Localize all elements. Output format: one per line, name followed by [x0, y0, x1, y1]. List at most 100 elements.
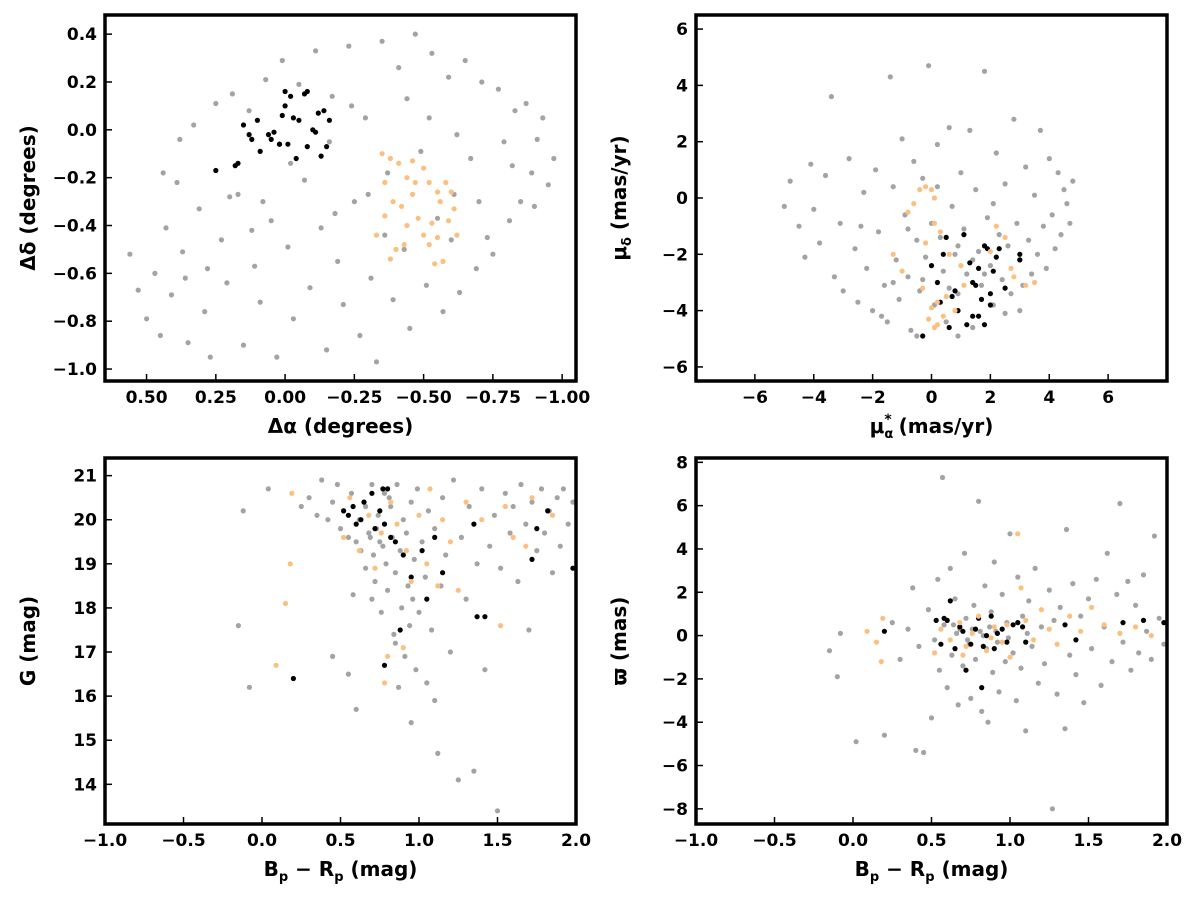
point-black — [529, 556, 535, 563]
point-field — [1070, 581, 1076, 587]
point-field — [380, 543, 386, 549]
point-black — [1010, 622, 1016, 628]
point-black — [970, 279, 976, 286]
point-field — [382, 232, 388, 238]
point-orange — [983, 648, 990, 654]
point-orange — [347, 495, 353, 501]
point-black — [321, 108, 327, 114]
point-field — [318, 225, 324, 231]
point-field — [950, 622, 957, 628]
point-field — [174, 179, 180, 186]
point-black — [987, 291, 994, 297]
point-field — [416, 609, 422, 615]
point-orange — [404, 175, 410, 181]
scatter-points — [826, 474, 1167, 812]
point-black — [881, 628, 888, 634]
point-black — [440, 570, 446, 576]
point-field — [529, 170, 535, 176]
point-orange — [421, 165, 427, 171]
point-field — [1007, 531, 1013, 537]
x-tick-label: 2.0 — [1152, 831, 1182, 851]
point-black — [928, 263, 935, 269]
point-black — [967, 260, 973, 266]
series-orange — [864, 531, 1154, 665]
point-field — [353, 539, 359, 545]
point-black — [993, 254, 999, 260]
point-orange — [390, 199, 396, 205]
point-field — [828, 94, 835, 100]
point-orange — [426, 179, 432, 186]
point-black — [1073, 637, 1079, 643]
point-field — [337, 526, 344, 532]
point-field — [1148, 656, 1154, 663]
point-field — [313, 48, 319, 54]
point-black — [970, 313, 976, 319]
point-black — [996, 246, 1002, 252]
point-field — [1041, 661, 1048, 667]
point-orange — [1007, 654, 1013, 660]
point-black — [1004, 639, 1010, 645]
point-black — [304, 88, 310, 95]
x-tick-label: −2 — [860, 388, 886, 408]
series-orange — [273, 486, 556, 686]
x-tick-label: 0.5 — [325, 831, 355, 851]
point-field — [921, 749, 927, 756]
point-field — [920, 277, 926, 283]
point-orange — [1046, 626, 1052, 632]
scatter-points — [235, 477, 576, 814]
point-field — [455, 777, 461, 783]
point-orange — [341, 534, 347, 541]
point-field — [329, 93, 335, 99]
point-black — [372, 526, 378, 532]
point-field — [440, 309, 446, 315]
y-axis-label: μδ (mas/yr) — [607, 135, 635, 260]
series-orange — [373, 151, 460, 267]
point-field — [473, 266, 479, 272]
point-field — [899, 136, 905, 142]
point-field — [1029, 271, 1035, 277]
point-orange — [463, 499, 469, 505]
point-field — [440, 495, 446, 501]
point-field — [846, 156, 852, 162]
point-field — [379, 38, 385, 44]
point-field — [446, 74, 452, 80]
y-tick-label: 19 — [73, 555, 97, 575]
point-field — [811, 206, 817, 212]
point-field — [229, 91, 235, 97]
x-axis-label: Bp − Rp (mag) — [264, 857, 418, 885]
point-field — [471, 768, 477, 774]
point-field — [349, 103, 355, 109]
point-field — [375, 512, 381, 518]
point-field — [399, 605, 405, 611]
point-field — [163, 225, 169, 231]
point-field — [1029, 643, 1035, 650]
point-field — [218, 237, 224, 243]
point-field — [429, 50, 435, 56]
point-black — [318, 153, 324, 159]
x-tick-label: −6 — [742, 388, 768, 408]
point-field — [1062, 726, 1068, 732]
point-field — [411, 556, 417, 563]
series-black — [213, 88, 332, 174]
point-field — [204, 266, 211, 272]
point-field — [987, 624, 993, 630]
point-black — [246, 132, 252, 138]
x-tick-label: 2.0 — [561, 831, 591, 851]
point-field — [1011, 116, 1017, 122]
y-tick-label: −2 — [662, 670, 688, 690]
point-orange — [1038, 607, 1044, 613]
point-field — [506, 218, 513, 224]
point-field — [1063, 526, 1070, 533]
point-orange — [932, 650, 938, 656]
point-black — [980, 643, 986, 650]
point-field — [372, 578, 378, 585]
series-field — [235, 477, 576, 814]
point-orange — [412, 179, 418, 186]
point-field — [330, 653, 336, 660]
point-orange — [398, 203, 405, 209]
point-field — [240, 508, 246, 514]
point-field — [996, 232, 1002, 238]
point-field — [182, 275, 188, 281]
point-field — [990, 201, 996, 207]
point-field — [968, 695, 974, 702]
